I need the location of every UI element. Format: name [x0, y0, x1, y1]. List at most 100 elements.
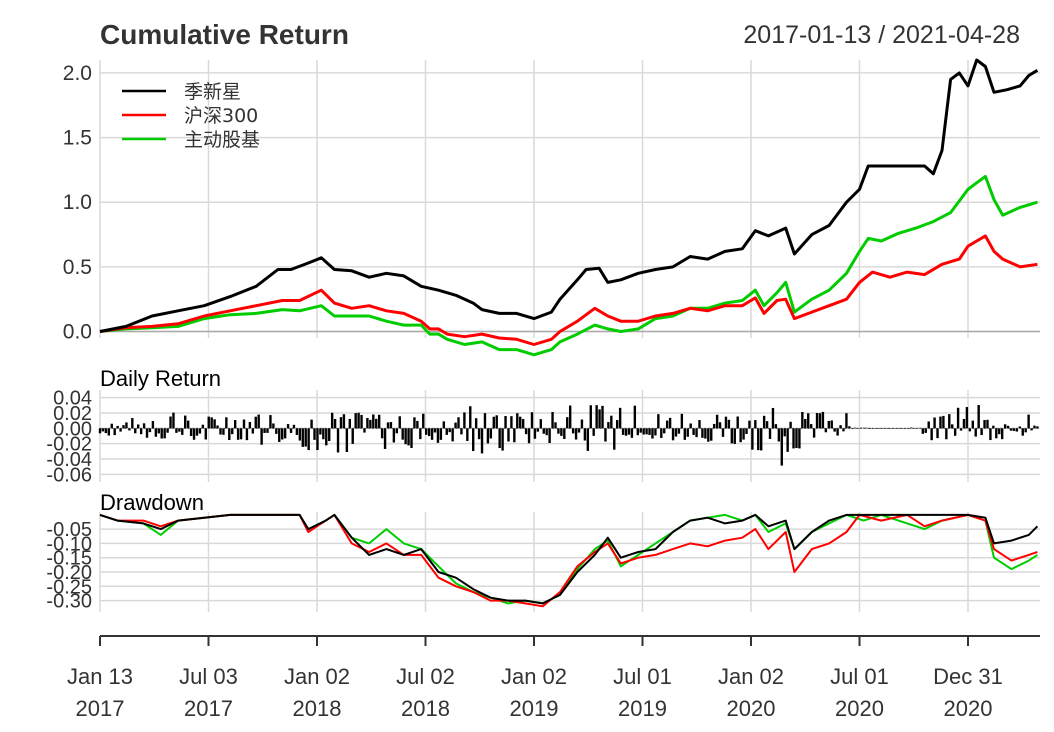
daily-return-bar: [912, 428, 916, 429]
x-tick-label-month: Jul 01: [830, 664, 889, 689]
daily-return-bar: [983, 419, 986, 429]
daily-return-bar: [751, 428, 754, 450]
daily-return-bar: [539, 419, 543, 429]
daily-return-bar: [951, 424, 954, 429]
daily-return-bar: [98, 428, 102, 434]
daily-return-bar: [474, 418, 478, 429]
daily-return-bar: [645, 428, 648, 435]
daily-return-bar: [430, 428, 434, 440]
daily-return-bar: [113, 428, 116, 436]
daily-return-bar: [921, 428, 925, 434]
cumulative-series-line: [99, 58, 1039, 333]
daily-return-bar: [965, 407, 969, 429]
daily-return-bar: [604, 428, 607, 442]
daily-return-bar: [192, 428, 196, 440]
drawdown-panel-title: Drawdown: [100, 490, 204, 515]
daily-return-bar: [560, 428, 563, 436]
daily-return-bar: [718, 422, 722, 429]
daily-return-bar: [886, 428, 889, 429]
daily-return-bar: [483, 413, 487, 429]
daily-return-bar: [548, 428, 551, 444]
daily-return-bar: [1018, 426, 1022, 429]
daily-return-bar: [551, 412, 554, 429]
daily-return-bar: [995, 428, 998, 439]
daily-return-bar: [245, 428, 249, 441]
daily-return-bar: [328, 428, 331, 442]
daily-return-bar: [804, 418, 807, 429]
daily-return-bar: [554, 422, 557, 429]
daily-return-bar: [410, 428, 413, 448]
drawdown-series-line: [99, 513, 1038, 605]
daily-return-bar: [836, 428, 839, 436]
daily-return-bar: [272, 423, 275, 429]
daily-return-bar: [757, 428, 760, 451]
daily-return-bar: [251, 428, 255, 434]
daily-return-bar: [119, 428, 122, 432]
y-tick-label: -0.15: [46, 548, 92, 570]
daily-return-bar: [486, 428, 490, 444]
daily-return-bar: [586, 428, 590, 451]
daily-return-bar: [466, 428, 469, 441]
daily-return-bar: [998, 428, 1001, 435]
daily-return-bar: [310, 419, 313, 429]
daily-return-bar: [833, 428, 836, 432]
daily-return-bar: [386, 422, 390, 429]
daily-return-bar: [216, 425, 219, 429]
daily-return-bar: [621, 428, 625, 435]
daily-return-bar: [783, 428, 786, 437]
y-tick-label: -0.10: [46, 533, 92, 555]
daily-return-bar: [204, 428, 207, 440]
daily-return-bar: [416, 420, 419, 429]
daily-return-bar: [927, 421, 930, 429]
legend-label: 沪深300: [184, 105, 258, 127]
daily-return-bar: [357, 412, 360, 429]
daily-return-bar: [295, 428, 299, 435]
daily-return-bar: [383, 428, 387, 449]
daily-return-bar: [1036, 426, 1039, 429]
daily-return-bar: [636, 428, 639, 436]
daily-return-bar: [348, 418, 351, 429]
y-tick-label: 0.00: [53, 418, 92, 440]
daily-return-bar: [213, 419, 216, 429]
daily-return-bar: [627, 428, 631, 435]
daily-return-bar: [480, 428, 484, 454]
daily-return-bar: [181, 428, 184, 435]
daily-return-bar: [207, 416, 210, 429]
daily-return-bar: [1024, 428, 1027, 433]
daily-return-bar: [566, 417, 569, 429]
daily-return-bar: [275, 428, 278, 434]
daily-return-bar: [439, 428, 443, 440]
daily-return-bar: [942, 415, 945, 429]
drawdown-series-line: [99, 513, 1039, 605]
daily-return-bar: [233, 420, 237, 429]
daily-return-bar: [733, 428, 736, 444]
daily-return-bar: [695, 428, 698, 438]
x-tick-label-year: 2017: [76, 696, 125, 721]
daily-return-bar: [345, 428, 349, 453]
daily-return-bar: [795, 428, 798, 448]
daily-return-bar: [286, 424, 290, 429]
daily-return-bar: [674, 428, 678, 437]
daily-return-bar: [342, 414, 346, 429]
y-tick-label: -0.30: [46, 591, 92, 613]
daily-return-bar: [454, 422, 457, 429]
daily-return-bar: [624, 428, 628, 436]
daily-return-bar: [298, 428, 302, 441]
daily-return-bar: [319, 428, 322, 435]
daily-return-bar: [395, 428, 399, 434]
daily-return-bar: [918, 427, 922, 429]
daily-return-bar: [419, 428, 422, 440]
daily-return-bar: [571, 428, 575, 434]
daily-return-bar: [292, 424, 296, 429]
daily-return-bar: [633, 405, 637, 429]
y-tick-label: -0.02: [46, 434, 92, 456]
daily-return-bar: [880, 428, 883, 429]
daily-return-bar: [577, 428, 581, 433]
daily-return-bar: [489, 428, 493, 439]
daily-return-bar: [254, 416, 257, 429]
daily-return-bar: [225, 417, 228, 429]
daily-return-bar: [201, 424, 205, 429]
daily-return-bar: [530, 412, 534, 429]
daily-return-bar: [657, 414, 660, 429]
daily-return-bar: [856, 427, 860, 429]
